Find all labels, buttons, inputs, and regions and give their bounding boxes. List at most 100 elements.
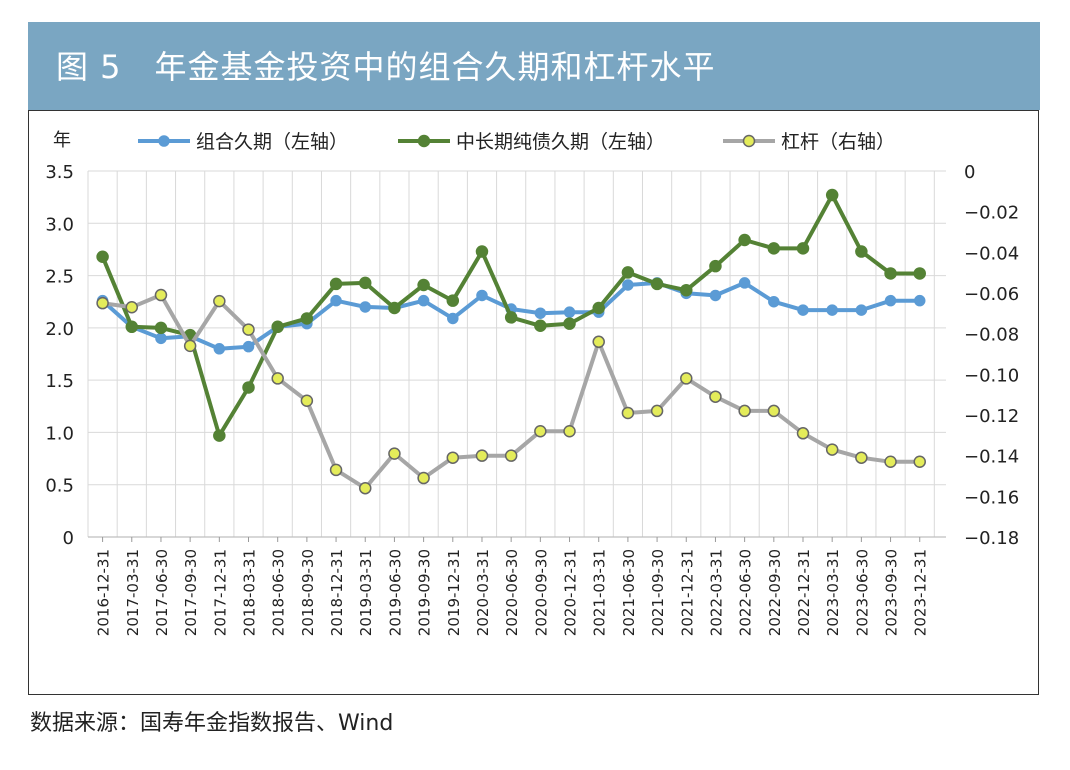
data-point (825, 188, 839, 202)
data-point (446, 294, 460, 307)
left-tick-label: 3.0 (45, 214, 74, 235)
data-point (825, 443, 839, 456)
data-point (125, 320, 139, 334)
data-point (592, 301, 605, 315)
data-point (534, 425, 547, 438)
x-tick-label: 2023-09-30 (883, 549, 901, 636)
x-tick-label: 2020-03-31 (474, 549, 492, 636)
data-point (563, 317, 576, 330)
data-point (826, 304, 838, 316)
figure-header: 图 5 年金基金投资中的组合久期和杠杆水平 (28, 22, 1040, 110)
data-point (796, 242, 810, 255)
x-tick-label: 2021-12-31 (678, 549, 696, 636)
data-source-note: 数据来源：国寿年金指数报告、Wind (30, 711, 394, 736)
right-tick-label: −0.08 (964, 325, 1019, 346)
left-axis-unit: 年 (53, 130, 71, 151)
x-tick-label: 2022-06-30 (737, 549, 755, 636)
left-tick-label: 1.5 (45, 371, 74, 392)
data-point (213, 294, 226, 308)
data-point (884, 455, 897, 469)
data-point (622, 279, 634, 291)
data-point (680, 283, 693, 297)
chart-frame (28, 110, 1039, 695)
data-point (358, 481, 372, 495)
gridlines (87, 170, 946, 538)
left-tick-label: 2.5 (45, 267, 74, 288)
data-point (358, 276, 372, 290)
data-point (330, 294, 342, 307)
data-point (154, 288, 168, 302)
data-point (592, 335, 605, 349)
x-tick-label: 2023-03-31 (824, 549, 842, 636)
data-point (475, 245, 489, 258)
data-point (884, 267, 897, 280)
data-point (213, 343, 226, 355)
data-point (504, 449, 518, 462)
data-point (476, 289, 488, 302)
data-point (96, 250, 109, 263)
data-point (621, 266, 635, 279)
dual-axis-line-chart: 年00.51.01.52.02.53.03.5 −0.18−0.16−0.14−… (45, 130, 1019, 636)
data-point (213, 429, 226, 442)
left-tick-label: 1.0 (45, 423, 74, 444)
x-tick-label: 2019-03-31 (357, 549, 375, 636)
data-point (242, 381, 255, 394)
left-tick-label: 3.5 (45, 162, 74, 183)
x-tick-label: 2019-12-31 (445, 549, 463, 636)
right-tick-label: −0.18 (964, 528, 1019, 549)
x-tick-label: 2022-09-30 (766, 549, 784, 636)
data-point (709, 289, 722, 302)
data-point (621, 406, 635, 420)
data-point (271, 372, 284, 385)
right-tick-label: −0.02 (964, 203, 1019, 224)
data-point (650, 277, 664, 291)
data-point (417, 471, 430, 485)
series-3 (96, 288, 926, 495)
x-tick-label: 2021-06-30 (620, 549, 638, 636)
data-point (154, 321, 168, 335)
data-point (504, 311, 518, 324)
x-tick-label: 2017-06-30 (153, 549, 171, 636)
data-point (855, 451, 868, 464)
data-point (563, 425, 576, 438)
legend: 组合久期（左轴） 中长期纯债久期（左轴） 杠杆（右轴） (138, 131, 895, 153)
data-point (796, 427, 810, 440)
data-point (183, 339, 197, 353)
data-point (738, 404, 751, 418)
data-point (242, 340, 255, 353)
data-point (300, 312, 314, 325)
data-point (329, 463, 343, 477)
data-point (709, 259, 722, 273)
data-point (329, 277, 343, 291)
x-tick-label: 2017-09-30 (182, 549, 200, 636)
legend-label: 杠杆（右轴） (781, 131, 895, 153)
data-point (534, 307, 547, 319)
data-point (271, 320, 284, 334)
legend-swatch-marker (158, 135, 170, 147)
x-tick-label: 2017-12-31 (211, 549, 229, 636)
x-tick-label: 2021-09-30 (649, 549, 667, 636)
data-point (300, 394, 314, 408)
data-point (797, 304, 809, 316)
data-point (242, 323, 255, 336)
x-tick-label: 2019-09-30 (416, 549, 434, 636)
x-axis: 2016-12-31 2017-03-31 2017-06-30 2017-09-30… (95, 537, 930, 636)
x-tick-label: 2018-03-31 (241, 549, 259, 636)
x-tick-label: 2019-06-30 (386, 549, 404, 636)
right-tick-label: −0.10 (964, 365, 1019, 386)
x-tick-label: 2020-09-30 (532, 549, 550, 636)
right-tick-label: −0.06 (964, 284, 1019, 305)
left-tick-label: 0.5 (45, 476, 74, 497)
x-tick-label: 2021-03-31 (591, 549, 609, 636)
data-point (768, 295, 780, 308)
data-point (738, 233, 751, 247)
data-point (767, 242, 781, 255)
data-point (359, 301, 371, 313)
x-tick-label: 2023-12-31 (912, 549, 930, 636)
series-2 (96, 188, 926, 442)
data-point (855, 245, 868, 258)
data-point (446, 451, 460, 464)
right-tick-label: −0.12 (964, 406, 1019, 427)
data-point (913, 267, 926, 280)
data-point (563, 306, 576, 318)
